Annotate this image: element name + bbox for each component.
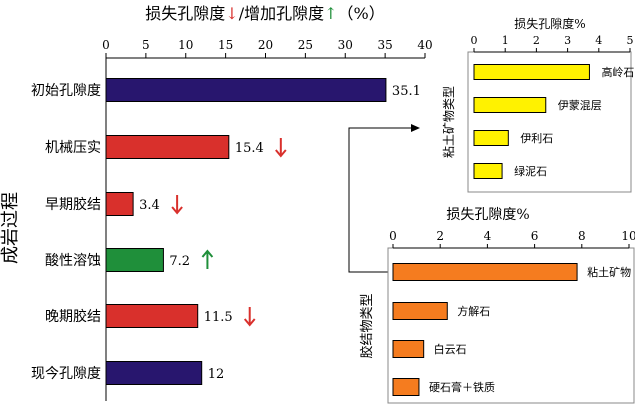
- main-bar: [105, 192, 134, 216]
- connector: [348, 124, 420, 273]
- main-title: 损失孔隙度↓/增加孔隙度↑（%）: [145, 4, 384, 23]
- clay-bars: [473, 64, 590, 179]
- cement-x-tick-label: 10: [621, 229, 635, 243]
- main-change-markers: [171, 138, 287, 327]
- cement-category-label: 白云石: [434, 342, 467, 356]
- connector-line: [348, 127, 413, 273]
- main-category-label: 机械压实: [45, 140, 101, 156]
- clay-x-tick-label: 3: [564, 34, 571, 47]
- clay-x-tick-label: 5: [627, 34, 634, 47]
- main-bar: [105, 304, 199, 328]
- main-value-label: 3.4: [139, 198, 160, 213]
- main-x-tick-label: 20: [258, 38, 273, 52]
- cement-category-label: 方解石: [457, 304, 490, 318]
- clay-bar: [473, 97, 547, 113]
- connector-arrowhead-icon: [411, 124, 420, 132]
- clay-x-tick-label: 0: [471, 34, 478, 47]
- clay-category-label: 高岭石: [601, 65, 634, 79]
- cement-bar: [392, 263, 578, 281]
- cement-inset-y-axis-label: 胶结物类型: [359, 293, 375, 358]
- down-arrow-icon: [171, 195, 183, 215]
- clay-inset-title: 损失孔隙度%: [514, 16, 585, 31]
- main-bar: [105, 78, 387, 102]
- cement-category-label: 粘土矿物: [587, 265, 631, 279]
- cement-bar: [392, 340, 425, 358]
- main-title-part2: /增加孔隙度: [239, 4, 324, 23]
- main-bar: [105, 361, 203, 385]
- cement-x-tick-label: 8: [578, 229, 586, 243]
- clay-x-ticks: 0 1 2 3 4 5: [471, 34, 634, 52]
- main-title-part3: （%）: [338, 4, 385, 23]
- cement-x-tick-label: 4: [484, 229, 492, 243]
- main-x-ticks: 0 5 10 15 20 25 30 35 40: [102, 38, 433, 58]
- main-value-label: 35.1: [392, 84, 421, 99]
- clay-bar: [473, 64, 590, 80]
- cement-x-tick-label: 2: [436, 229, 444, 243]
- arrow-head: [243, 318, 256, 327]
- clay-category-label: 伊利石: [520, 132, 553, 145]
- clay-x-tick-label: 1: [502, 34, 509, 47]
- main-x-tick-label: 15: [218, 38, 233, 52]
- arrow-head: [171, 206, 183, 215]
- main-value-label: 11.5: [204, 310, 233, 325]
- main-x-tick-label: 25: [298, 38, 313, 52]
- clay-bar: [473, 130, 509, 146]
- main-bars: [105, 78, 387, 385]
- clay-x-tick-label: 4: [595, 34, 602, 47]
- main-x-tick-label: 0: [102, 38, 110, 52]
- main-x-tick-label: 40: [417, 38, 432, 52]
- main-chart: 损失孔隙度↓/增加孔隙度↑（%） 成岩过程 0 5 10 15 20 25 30 35 40 初…: [0, 4, 433, 401]
- clay-inset-y-axis-label: 粘土矿物类型: [441, 86, 456, 158]
- main-value-label: 7.2: [169, 254, 190, 269]
- main-value-label: 15.4: [235, 141, 264, 156]
- clay-category-label: 绿泥石: [514, 164, 547, 178]
- arrow-head: [275, 149, 287, 158]
- cement-x-tick-label: 6: [531, 229, 539, 243]
- clay-bar: [473, 163, 503, 179]
- main-value-label: 12: [208, 367, 225, 382]
- main-x-tick-label: 35: [377, 38, 392, 52]
- cement-x-tick-label: 0: [389, 229, 397, 243]
- clay-x-tick-label: 2: [533, 34, 540, 47]
- up-arrow-icon: [201, 249, 214, 269]
- cement-category-label: 硬石膏＋铁质: [429, 380, 495, 394]
- arrow-head: [201, 249, 214, 258]
- cement-bars: [392, 263, 578, 396]
- cement-bar: [392, 302, 448, 320]
- main-category-label: 初始孔隙度: [31, 82, 101, 99]
- main-x-tick-label: 30: [338, 38, 353, 52]
- main-x-tick-label: 10: [178, 38, 193, 52]
- main-title-down-arrow-icon: ↓: [225, 4, 238, 23]
- main-category-label: 酸性溶蚀: [45, 253, 101, 269]
- main-bar: [105, 135, 230, 159]
- clay-category-label: 伊蒙混层: [558, 99, 602, 112]
- cement-bar: [392, 378, 420, 396]
- main-x-tick-label: 5: [142, 38, 150, 52]
- main-bar: [105, 248, 164, 272]
- cement-inset-title: 损失孔隙度%: [446, 207, 529, 223]
- main-y-axis-label: 成岩过程: [0, 192, 21, 264]
- main-title-up-arrow-icon: ↑: [324, 4, 337, 23]
- down-arrow-icon: [275, 138, 287, 158]
- main-category-label: 晚期胶结: [45, 308, 101, 325]
- main-title-part1: 损失孔隙度: [145, 4, 225, 23]
- main-category-label: 早期胶结: [45, 196, 101, 213]
- main-category-label: 现今孔隙度: [31, 366, 101, 382]
- cement-x-ticks: 0 2 4 6 8 10: [389, 229, 635, 248]
- down-arrow-icon: [243, 307, 256, 327]
- main-value-labels: 35.1 15.4 3.4 7.2 11.5 12: [139, 84, 421, 382]
